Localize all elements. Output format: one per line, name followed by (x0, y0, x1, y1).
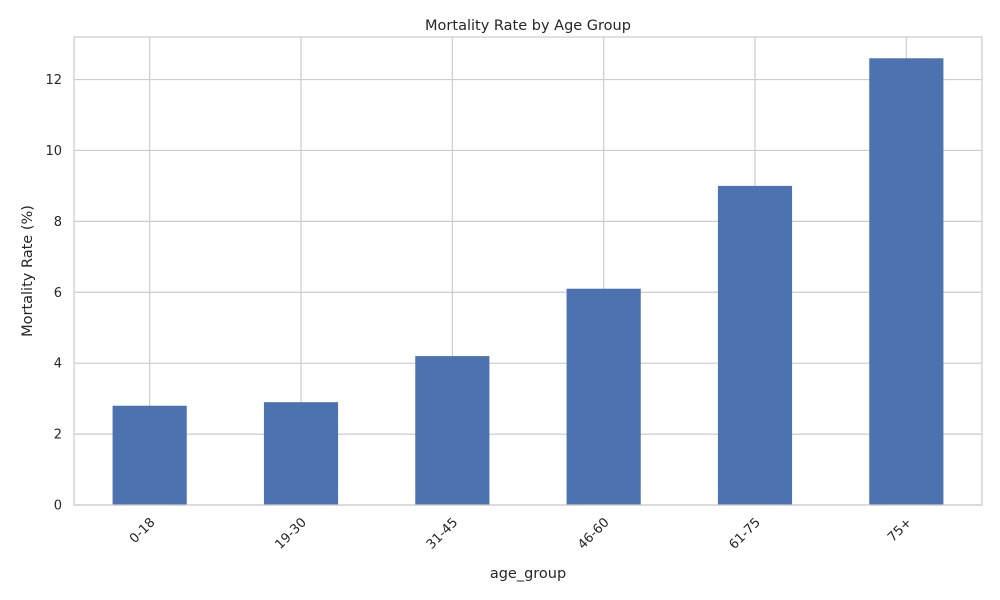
bar-61-75 (717, 185, 793, 505)
y-tick-label: 10 (45, 144, 62, 159)
bar-layer (112, 58, 944, 505)
x-tick-labels: 0-18 19-30 31-45 46-60 61-75 75+ (127, 515, 915, 552)
y-axis-label: Mortality Rate (%) (20, 205, 36, 337)
bar-31-45 (415, 356, 490, 505)
y-tick-label: 8 (54, 215, 62, 230)
x-tick-label: 31-45 (424, 515, 461, 552)
plot-frame (73, 36, 983, 506)
bar-0-18 (112, 405, 187, 505)
x-tick-label: 46-60 (575, 515, 612, 552)
y-tick-label: 12 (45, 73, 62, 88)
x-tick-label: 0-18 (127, 515, 158, 546)
bar-19-30 (263, 402, 339, 505)
chart-title: Mortality Rate by Age Group (425, 18, 631, 34)
x-tick-label: 75+ (885, 515, 915, 545)
y-tick-label: 2 (54, 428, 62, 443)
x-axis-label: age_group (490, 566, 566, 582)
grid-layer (74, 37, 982, 506)
x-tick-label: 19-30 (273, 515, 310, 552)
y-tick-label: 4 (54, 357, 62, 372)
y-tick-labels: 0 2 4 6 8 10 12 (45, 73, 62, 513)
bar-46-60 (566, 288, 641, 505)
y-tick-label: 0 (54, 499, 62, 514)
bar-75+ (869, 58, 944, 505)
y-tick-label: 6 (54, 286, 62, 301)
x-tick-label: 61-75 (727, 515, 764, 552)
